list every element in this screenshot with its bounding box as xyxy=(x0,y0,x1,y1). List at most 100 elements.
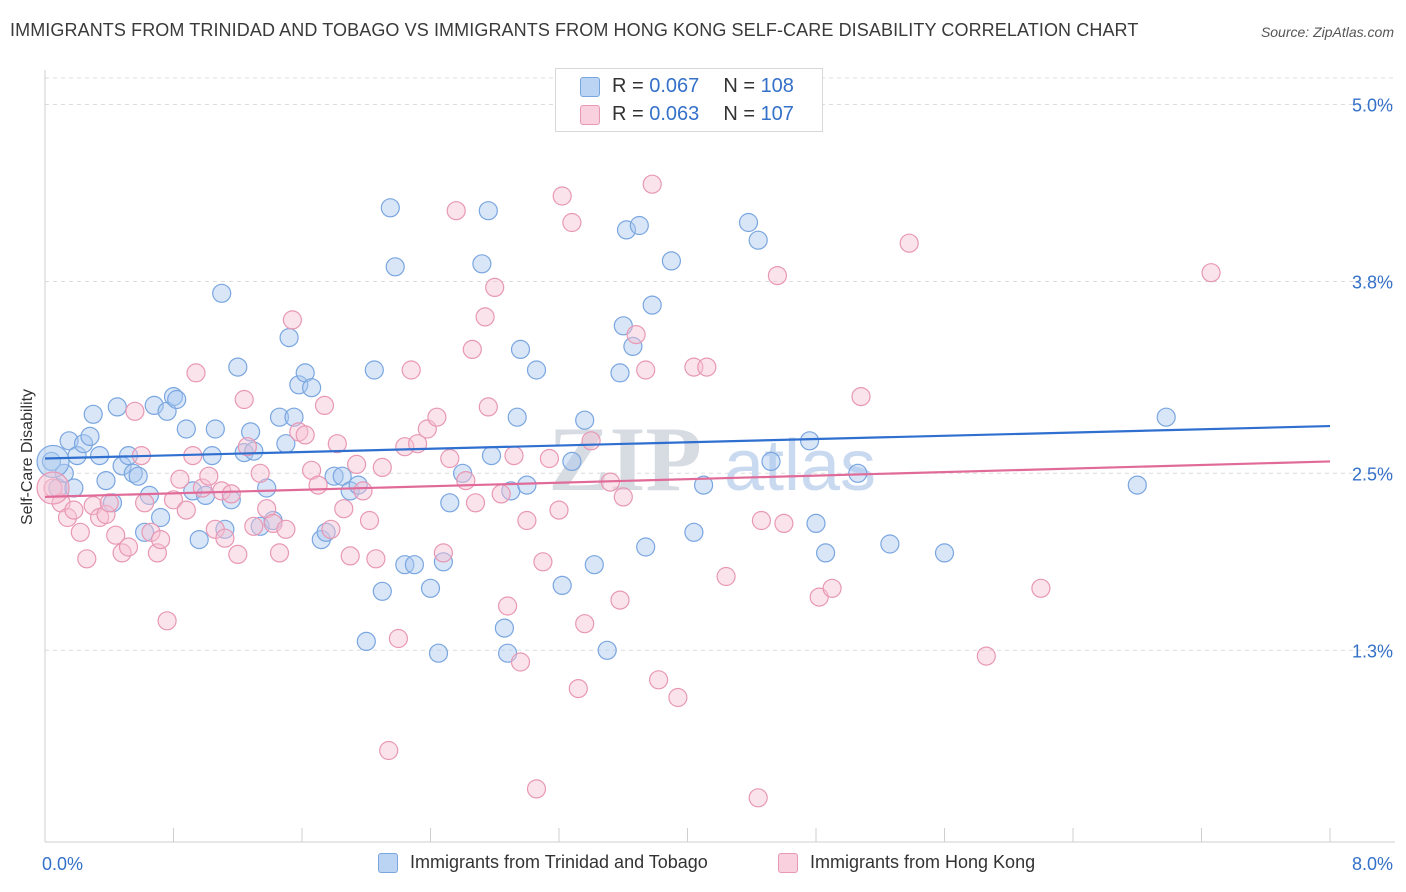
y-tick-labels: 1.3% 2.5% 3.8% 5.0% xyxy=(1352,96,1393,662)
data-point xyxy=(308,475,328,495)
data-point xyxy=(539,448,560,469)
data-point xyxy=(433,543,453,563)
data-point xyxy=(372,581,392,601)
legend-item-hongkong[interactable]: Immigrants from Hong Kong xyxy=(778,852,1035,873)
data-point xyxy=(107,397,127,417)
data-point xyxy=(279,328,299,348)
data-point xyxy=(562,451,582,471)
y-tick-label: 5.0% xyxy=(1352,96,1393,116)
data-point xyxy=(562,212,582,233)
data-point xyxy=(616,220,637,240)
data-point xyxy=(269,407,290,427)
data-point xyxy=(472,254,492,274)
legend-label-hongkong: Immigrants from Hong Kong xyxy=(810,852,1036,872)
legend-item-trinidad[interactable]: Immigrants from Trinidad and Tobago xyxy=(378,852,708,873)
data-point xyxy=(1156,407,1176,427)
trend-line-trinidad xyxy=(44,424,1331,460)
data-point xyxy=(372,457,392,477)
data-point xyxy=(151,507,171,528)
data-point xyxy=(36,471,70,505)
data-point xyxy=(575,614,595,634)
data-point xyxy=(282,310,302,330)
data-point xyxy=(135,522,155,542)
watermark: ZIP atlas xyxy=(548,408,876,510)
x-tick-label: 8.0% xyxy=(1352,854,1393,874)
data-point xyxy=(176,500,196,520)
data-point xyxy=(478,201,498,221)
data-point xyxy=(456,471,476,491)
data-point xyxy=(379,740,399,761)
legend-n-value-trinidad: 108 xyxy=(760,75,794,97)
data-point xyxy=(141,522,161,542)
data-point xyxy=(205,419,225,439)
chart-title: IMMIGRANTS FROM TRINIDAD AND TOBAGO VS I… xyxy=(10,20,1139,40)
data-point xyxy=(118,537,139,557)
data-point xyxy=(1031,578,1051,598)
data-point xyxy=(302,378,322,398)
data-point xyxy=(642,174,662,194)
data-point xyxy=(385,257,405,277)
data-point xyxy=(668,687,688,708)
data-point xyxy=(510,339,531,359)
data-point xyxy=(636,360,656,380)
data-point xyxy=(475,307,495,327)
data-point xyxy=(395,555,415,575)
legend-r-label: R = xyxy=(612,75,644,97)
data-point xyxy=(517,510,537,531)
data-point xyxy=(748,788,768,808)
data-point xyxy=(128,466,148,486)
watermark-zip: ZIP xyxy=(548,408,701,510)
series-hongkong xyxy=(43,174,1221,808)
data-point xyxy=(526,360,547,380)
data-point xyxy=(767,266,788,286)
data-point xyxy=(163,387,184,407)
x-tick-label: 0.0% xyxy=(42,854,83,874)
data-point xyxy=(440,493,460,513)
data-point xyxy=(57,507,78,528)
data-point xyxy=(327,434,347,454)
data-point xyxy=(106,525,126,545)
data-point xyxy=(324,466,344,486)
data-point xyxy=(610,590,630,610)
data-point xyxy=(96,504,116,525)
y-axis-label: Self-Care Disability xyxy=(19,388,36,526)
data-point xyxy=(64,500,84,520)
data-point xyxy=(420,578,441,598)
legend-row-trinidad: R = 0.067 N = 108 xyxy=(580,75,794,98)
y-tick-label: 2.5% xyxy=(1352,464,1393,484)
data-point xyxy=(364,360,384,380)
y-tick-label: 3.8% xyxy=(1352,273,1393,293)
data-point xyxy=(446,201,466,221)
data-point xyxy=(353,481,373,501)
data-point xyxy=(517,475,537,495)
legend-r-label: R = xyxy=(612,103,644,125)
legend-n-label: N = xyxy=(723,103,755,125)
legend-n-label: N = xyxy=(723,75,755,97)
data-point xyxy=(485,277,505,297)
data-point xyxy=(241,422,261,442)
data-point xyxy=(334,499,354,519)
data-point xyxy=(125,401,145,421)
y-tick-label: 1.3% xyxy=(1352,641,1393,661)
data-point xyxy=(510,652,531,672)
data-point xyxy=(80,426,100,446)
data-point xyxy=(738,212,759,233)
legend-r-value-trinidad: 0.067 xyxy=(649,75,700,97)
data-point xyxy=(1201,263,1221,283)
data-point xyxy=(613,487,633,507)
data-point xyxy=(157,611,177,631)
data-point xyxy=(610,363,630,383)
data-point xyxy=(321,519,341,539)
data-point xyxy=(465,493,486,513)
data-point xyxy=(73,434,94,454)
data-point xyxy=(552,186,572,206)
data-point xyxy=(774,513,794,534)
data-point xyxy=(427,407,447,427)
data-point xyxy=(244,516,264,536)
data-point xyxy=(96,471,116,491)
data-point xyxy=(549,500,569,520)
series-legend: Immigrants from Trinidad and Tobago Immi… xyxy=(0,852,1406,876)
data-point xyxy=(748,230,768,250)
data-point xyxy=(314,395,335,415)
data-point xyxy=(684,522,704,542)
